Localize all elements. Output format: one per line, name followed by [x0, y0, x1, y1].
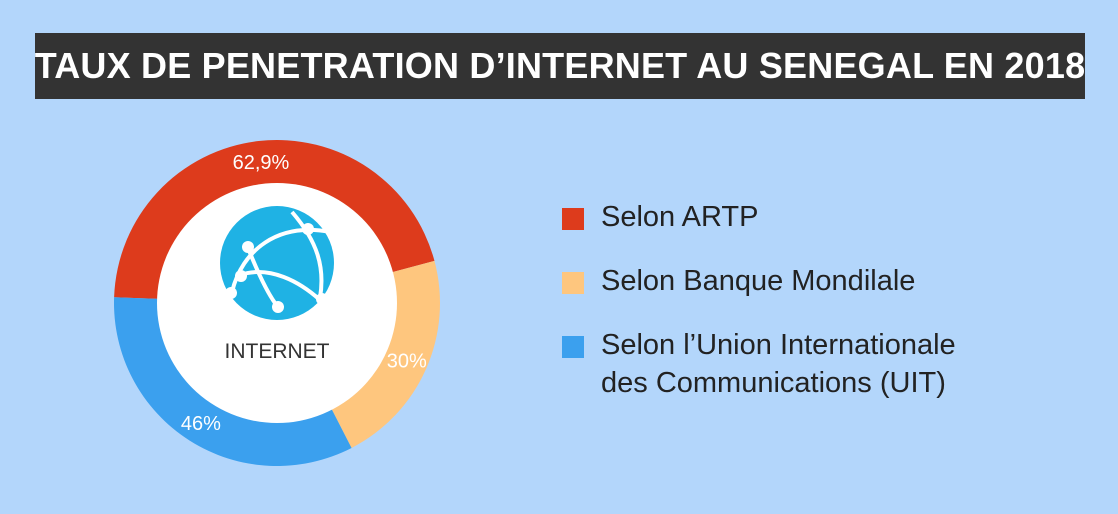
- center-label: INTERNET: [225, 340, 330, 363]
- legend-item-0: Selon ARTP: [562, 198, 956, 236]
- legend-label: Selon l’Union Internationale des Communi…: [601, 329, 956, 399]
- slice-label-1: 30%: [387, 351, 427, 373]
- legend-swatch: [562, 272, 584, 294]
- slice-label-2: 46%: [181, 413, 221, 435]
- title-bar: TAUX DE PENETRATION D’INTERNET AU SENEGA…: [35, 33, 1085, 99]
- donut-slice-2: [114, 297, 352, 466]
- legend-label: Selon ARTP: [601, 201, 759, 233]
- page-title: TAUX DE PENETRATION D’INTERNET AU SENEGA…: [34, 45, 1086, 86]
- legend-swatch: [562, 208, 584, 230]
- legend-item-2: Selon l’Union Internationale des Communi…: [562, 326, 956, 402]
- donut-chart: INTERNET 62,9% 30% 46%: [114, 140, 440, 466]
- donut-slice-0: [114, 140, 435, 299]
- donut-slices: [114, 140, 440, 466]
- donut-slice-1: [330, 260, 440, 448]
- slice-labels: 62,9% 30% 46%: [181, 152, 427, 435]
- legend-label: Selon Banque Mondilale: [601, 265, 916, 297]
- legend-item-1: Selon Banque Mondilale: [562, 262, 956, 300]
- chart-legend: Selon ARTP Selon Banque Mondilale Selon l’…: [562, 198, 956, 428]
- slice-label-0: 62,9%: [233, 152, 290, 174]
- legend-swatch: [562, 336, 584, 358]
- globe-network-icon: [220, 206, 334, 320]
